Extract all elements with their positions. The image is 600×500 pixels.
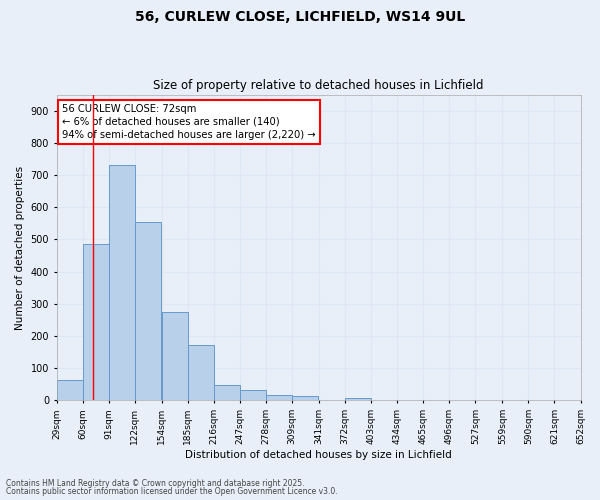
Text: Contains public sector information licensed under the Open Government Licence v3: Contains public sector information licen…: [6, 487, 338, 496]
Text: 56 CURLEW CLOSE: 72sqm
← 6% of detached houses are smaller (140)
94% of semi-det: 56 CURLEW CLOSE: 72sqm ← 6% of detached …: [62, 104, 316, 140]
Bar: [240, 390, 266, 400]
Bar: [345, 398, 371, 400]
Bar: [266, 396, 292, 400]
Bar: [56, 380, 83, 400]
Bar: [292, 396, 318, 400]
Bar: [162, 312, 188, 400]
Bar: [135, 222, 161, 400]
Text: Contains HM Land Registry data © Crown copyright and database right 2025.: Contains HM Land Registry data © Crown c…: [6, 478, 305, 488]
Bar: [188, 344, 214, 401]
Bar: [109, 166, 135, 400]
X-axis label: Distribution of detached houses by size in Lichfield: Distribution of detached houses by size …: [185, 450, 452, 460]
Y-axis label: Number of detached properties: Number of detached properties: [15, 166, 25, 330]
Bar: [214, 385, 240, 400]
Bar: [83, 244, 109, 400]
Title: Size of property relative to detached houses in Lichfield: Size of property relative to detached ho…: [154, 79, 484, 92]
Text: 56, CURLEW CLOSE, LICHFIELD, WS14 9UL: 56, CURLEW CLOSE, LICHFIELD, WS14 9UL: [135, 10, 465, 24]
